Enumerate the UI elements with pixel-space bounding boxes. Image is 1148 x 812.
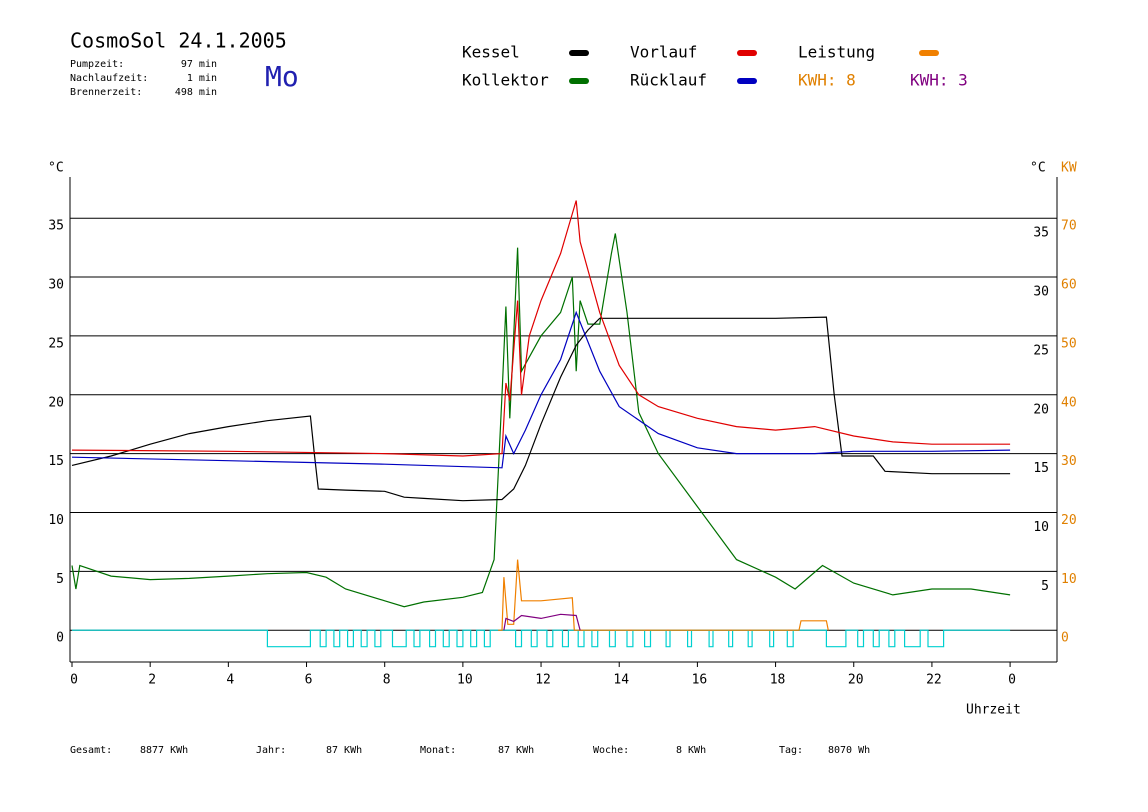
y-tick-label: 25 bbox=[48, 336, 64, 351]
footer-label: Tag: bbox=[779, 745, 803, 756]
y2-tick-label: 0 bbox=[1061, 631, 1069, 646]
y-tick-label: 20 bbox=[48, 395, 64, 410]
y-right-tick-label: 5 bbox=[1041, 579, 1049, 594]
info-value: 498 min bbox=[175, 87, 217, 98]
series-line bbox=[71, 310, 1011, 469]
y2-tick-label: 30 bbox=[1061, 454, 1077, 469]
legend-label: Kollektor bbox=[462, 71, 549, 90]
x-tick-label: 0 bbox=[1008, 673, 1016, 688]
info-label: Brennerzeit: bbox=[70, 87, 142, 98]
x-tick-label: 0 bbox=[70, 673, 78, 688]
x-tick-label: 12 bbox=[535, 673, 551, 688]
y-right-tick-label: 35 bbox=[1033, 226, 1049, 241]
y-right-tick-label: 20 bbox=[1033, 402, 1049, 417]
y-tick-label: 10 bbox=[48, 513, 64, 528]
day-label: Mo bbox=[265, 60, 299, 93]
x-tick-label: 6 bbox=[305, 673, 313, 688]
footer-label: Woche: bbox=[593, 745, 629, 756]
y2-tick-label: 60 bbox=[1061, 278, 1077, 293]
series-line bbox=[71, 200, 1011, 457]
y-tick-label: 35 bbox=[48, 219, 64, 234]
legend-label: Leistung bbox=[798, 43, 875, 62]
x-tick-label: 8 bbox=[383, 673, 391, 688]
series-line bbox=[503, 613, 581, 631]
footer-label: Jahr: bbox=[256, 745, 286, 756]
y2-unit: °C bbox=[1030, 161, 1046, 176]
info-label: Nachlaufzeit: bbox=[70, 73, 148, 84]
y-right-tick-label: 10 bbox=[1033, 520, 1049, 535]
y-right-tick-label: 30 bbox=[1033, 285, 1049, 300]
y-tick-label: 5 bbox=[56, 572, 64, 587]
legend-label: KWH: 3 bbox=[910, 71, 968, 90]
annotation: KWH: 8 bbox=[798, 71, 856, 90]
y-tick-label: 30 bbox=[48, 278, 64, 293]
info-value: 1 min bbox=[187, 73, 217, 84]
x-tick-label: 16 bbox=[692, 673, 708, 688]
footer-value: 87 KWh bbox=[326, 745, 362, 756]
x-tick-label: 14 bbox=[613, 673, 629, 688]
y-right-tick-label: 25 bbox=[1033, 343, 1049, 358]
series-line bbox=[71, 233, 1011, 608]
x-tick-label: 4 bbox=[226, 673, 234, 688]
x-tick-label: 20 bbox=[848, 673, 864, 688]
y2-label: KW bbox=[1061, 161, 1077, 176]
series-line bbox=[71, 316, 1011, 502]
legend-label: Kessel bbox=[462, 43, 520, 62]
x-tick-label: 18 bbox=[770, 673, 786, 688]
y-tick-label: 15 bbox=[48, 454, 64, 469]
x-tick-label: 22 bbox=[926, 673, 942, 688]
x-axis-label: Uhrzeit bbox=[966, 703, 1021, 718]
x-tick-label: 2 bbox=[148, 673, 156, 688]
info-value: 97 min bbox=[181, 59, 217, 70]
y2-tick-label: 20 bbox=[1061, 513, 1077, 528]
footer-label: Monat: bbox=[420, 745, 456, 756]
footer-value: 87 KWh bbox=[498, 745, 534, 756]
info-label: Pumpzeit: bbox=[70, 59, 124, 70]
y-tick-label: 0 bbox=[56, 631, 64, 646]
footer-label: Gesamt: bbox=[70, 745, 112, 756]
footer-value: 8877 KWh bbox=[140, 745, 188, 756]
y2-tick-label: 50 bbox=[1061, 336, 1077, 351]
legend-label: Vorlauf bbox=[630, 43, 697, 62]
chart-title: CosmoSol 24.1.2005 bbox=[70, 29, 287, 53]
x-tick-label: 10 bbox=[457, 673, 473, 688]
series-line bbox=[498, 559, 829, 631]
footer-value: 8 KWh bbox=[676, 745, 706, 756]
y-unit: °C bbox=[48, 161, 64, 176]
legend-label: Rücklauf bbox=[630, 71, 707, 90]
y-right-tick-label: 15 bbox=[1033, 461, 1049, 476]
y2-tick-label: 70 bbox=[1061, 219, 1077, 234]
series-line bbox=[72, 629, 1011, 648]
footer-value: 8070 Wh bbox=[828, 745, 870, 756]
y2-tick-label: 40 bbox=[1061, 395, 1077, 410]
y2-tick-label: 10 bbox=[1061, 572, 1077, 587]
